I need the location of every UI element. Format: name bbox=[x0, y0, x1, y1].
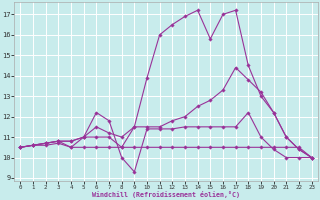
X-axis label: Windchill (Refroidissement éolien,°C): Windchill (Refroidissement éolien,°C) bbox=[92, 191, 240, 198]
